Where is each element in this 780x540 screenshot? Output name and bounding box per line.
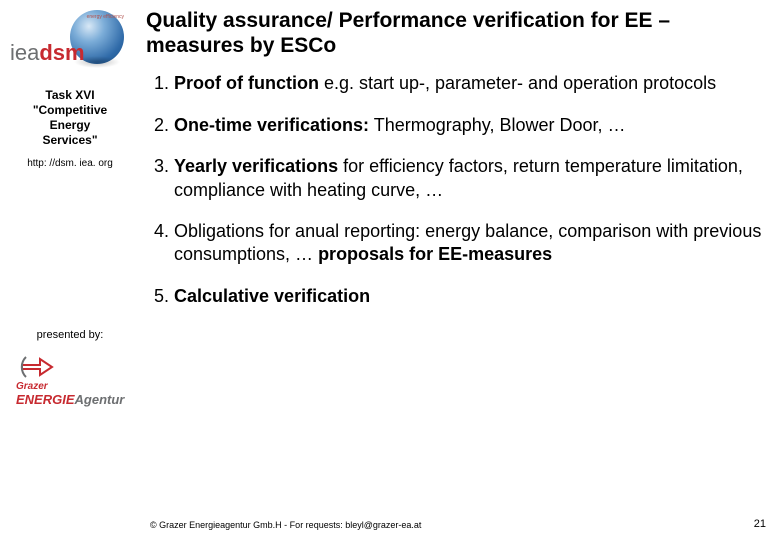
grazer-line2: ENERGIEAgentur [16, 392, 124, 407]
item-bold: proposals for EE-measures [318, 244, 552, 264]
list-item: Yearly verifications for efficiency fact… [174, 155, 766, 202]
task-line: Energy [33, 118, 107, 133]
sidebar: energy efficiency ieadsm Task XVI "Compe… [0, 0, 140, 540]
item-rest: Thermography, Blower Door, … [369, 115, 625, 135]
logo-prefix: iea [10, 40, 39, 65]
source-url: http: //dsm. iea. org [27, 158, 113, 169]
item-rest: e.g. start up-, parameter- and operation… [319, 73, 716, 93]
list-item: Proof of function e.g. start up-, parame… [174, 72, 766, 95]
logo-tagline: energy efficiency [87, 14, 124, 20]
grazer-agentur: Agentur [75, 392, 125, 407]
page-number: 21 [754, 518, 766, 530]
bullet-list: Proof of function e.g. start up-, parame… [146, 72, 766, 308]
footer-copyright: © Grazer Energieagentur Gmb.H - For requ… [150, 520, 421, 530]
item-bold: One-time verifications: [174, 115, 369, 135]
item-bold: Yearly verifications [174, 156, 338, 176]
item-bold: Proof of function [174, 73, 319, 93]
slide-title: Quality assurance/ Performance verificat… [146, 8, 766, 58]
task-line: Services" [33, 133, 107, 148]
iea-dsm-logo: energy efficiency ieadsm [10, 10, 130, 80]
logo-suffix: dsm [39, 40, 84, 65]
presented-by-label: presented by: [37, 329, 104, 341]
list-item: Calculative verification [174, 285, 766, 308]
task-line: Task XVI [33, 88, 107, 103]
main-content: Quality assurance/ Performance verificat… [140, 0, 780, 540]
grazer-energie: ENERGIE [16, 392, 75, 407]
task-title-block: Task XVI "Competitive Energy Services" [33, 88, 107, 148]
task-line: "Competitive [33, 103, 107, 118]
iea-dsm-wordmark: ieadsm [10, 40, 85, 66]
slide-root: energy efficiency ieadsm Task XVI "Compe… [0, 0, 780, 540]
list-item: One-time verifications: Thermography, Bl… [174, 114, 766, 137]
grazer-arrow-icon [16, 351, 56, 383]
grazer-logo: Grazer ENERGIEAgentur [10, 351, 130, 407]
item-bold: Calculative verification [174, 286, 370, 306]
list-item: Obligations for anual reporting: energy … [174, 220, 766, 267]
